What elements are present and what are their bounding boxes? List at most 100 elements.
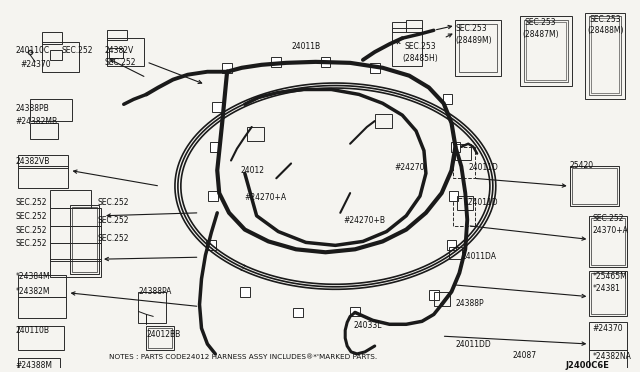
Bar	[107, 30, 127, 40]
Text: 240110C: 240110C	[15, 46, 49, 55]
Text: 24011B: 24011B	[291, 42, 320, 51]
Bar	[449, 191, 458, 201]
Bar	[50, 190, 92, 208]
Bar	[406, 20, 422, 32]
Text: NOTES : PARTS CODE24012 HARNESS ASSY INCLUDES®*'MARKED PARTS.: NOTES : PARTS CODE24012 HARNESS ASSY INC…	[109, 354, 377, 360]
Text: *24384M: *24384M	[15, 272, 50, 281]
Bar	[30, 123, 58, 139]
Bar	[447, 240, 456, 250]
Bar	[520, 16, 572, 86]
Bar	[591, 273, 625, 314]
Text: *24382NA: *24382NA	[592, 352, 631, 361]
Bar	[456, 144, 471, 160]
Text: #24270: #24270	[394, 163, 425, 173]
Bar	[429, 290, 438, 299]
Text: #24270+A: #24270+A	[245, 193, 287, 202]
Bar	[207, 240, 216, 250]
Text: #24370: #24370	[20, 60, 51, 69]
Bar	[451, 142, 460, 152]
Text: 24011DD: 24011DD	[456, 340, 491, 349]
Bar	[586, 13, 625, 99]
Text: SEC.253: SEC.253	[404, 42, 436, 51]
Text: SEC.252: SEC.252	[15, 198, 47, 207]
Bar	[50, 50, 61, 60]
Text: 24012BB: 24012BB	[147, 330, 180, 339]
Text: SEC.252: SEC.252	[592, 214, 624, 223]
Bar	[526, 22, 566, 80]
Bar	[19, 275, 66, 296]
Text: SEC.252: SEC.252	[15, 240, 47, 248]
Bar	[392, 28, 422, 66]
Text: 24370+A: 24370+A	[592, 226, 628, 235]
Bar	[222, 63, 232, 73]
Text: SEC.253: SEC.253	[456, 25, 487, 33]
Bar	[212, 102, 222, 112]
Bar	[589, 350, 627, 368]
Text: 24388P: 24388P	[456, 299, 484, 308]
Text: (28488M): (28488M)	[588, 26, 624, 35]
Bar	[211, 142, 220, 152]
Bar	[72, 207, 97, 272]
Bar	[109, 48, 123, 58]
Bar	[19, 296, 66, 318]
Bar	[50, 226, 101, 243]
Text: 24011DA: 24011DA	[461, 252, 497, 261]
Bar	[19, 358, 60, 372]
Bar	[370, 63, 380, 73]
Bar	[271, 57, 281, 67]
Bar	[19, 166, 68, 188]
Text: 24382VB: 24382VB	[15, 157, 50, 166]
Bar	[589, 16, 621, 95]
Bar	[148, 328, 172, 348]
Text: SEC.253: SEC.253	[589, 15, 621, 23]
Bar	[589, 322, 627, 350]
Text: SEC.252: SEC.252	[15, 226, 47, 235]
Bar	[321, 57, 330, 67]
Bar	[19, 155, 68, 169]
Text: 240110B: 240110B	[15, 326, 49, 335]
Text: SEC.252: SEC.252	[97, 234, 129, 243]
Bar	[240, 287, 250, 296]
Text: 24382V: 24382V	[104, 46, 133, 55]
Text: SEC.252: SEC.252	[61, 46, 93, 55]
Bar	[247, 127, 264, 141]
Bar	[458, 196, 473, 210]
Text: #24388M: #24388M	[15, 361, 52, 370]
Text: 25420: 25420	[570, 160, 594, 170]
Text: SEC.252: SEC.252	[97, 198, 129, 207]
Text: #24270+B: #24270+B	[343, 216, 385, 225]
Bar	[70, 205, 99, 274]
Bar	[591, 218, 625, 265]
Bar	[350, 307, 360, 317]
Bar	[570, 166, 619, 206]
Bar	[591, 19, 619, 93]
Text: *24381: *24381	[592, 284, 620, 293]
Text: J2400C6E: J2400C6E	[566, 361, 609, 370]
Bar	[375, 114, 392, 128]
Text: 24388PA: 24388PA	[138, 287, 172, 296]
Text: *24382M: *24382M	[15, 287, 50, 296]
Bar	[50, 243, 101, 261]
Text: 124011D: 124011D	[463, 198, 498, 207]
Bar	[42, 42, 79, 72]
Bar	[293, 308, 303, 317]
Text: SEC.253: SEC.253	[524, 19, 556, 28]
Bar	[460, 25, 497, 72]
Text: 24011D: 24011D	[468, 163, 498, 173]
Bar	[138, 292, 166, 323]
Bar	[19, 326, 64, 350]
Text: SEC.252: SEC.252	[104, 58, 136, 67]
Text: 24087: 24087	[513, 351, 537, 360]
Bar	[50, 208, 101, 226]
Bar	[524, 20, 568, 81]
Bar	[589, 271, 627, 317]
Text: SEC.252: SEC.252	[97, 216, 129, 225]
Text: 24033L: 24033L	[353, 321, 381, 330]
Bar	[443, 94, 452, 104]
Bar	[147, 326, 174, 350]
Bar	[589, 216, 627, 267]
Text: (28485H): (28485H)	[403, 54, 438, 63]
Bar	[449, 247, 462, 259]
Bar	[434, 292, 449, 305]
Text: *25465M: *25465M	[592, 272, 627, 281]
